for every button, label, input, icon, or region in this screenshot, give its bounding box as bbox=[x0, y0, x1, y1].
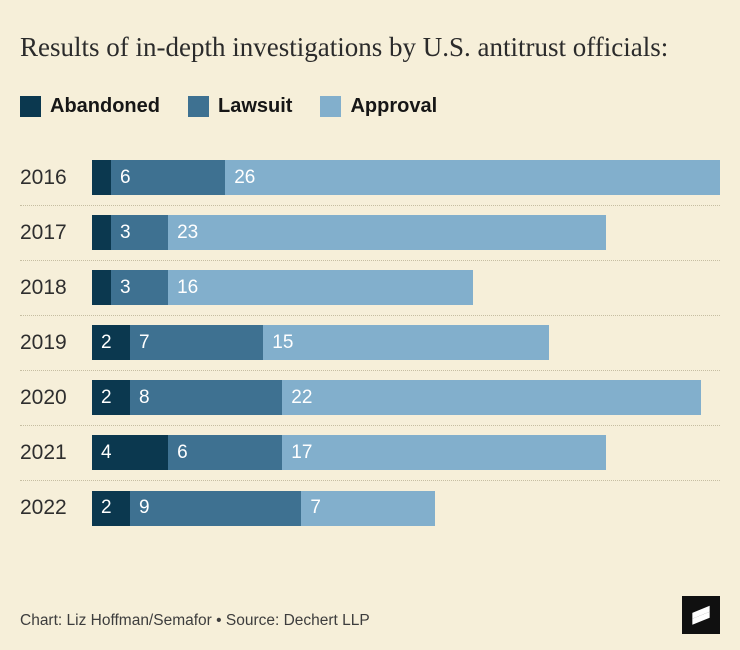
bar-value-label: 26 bbox=[234, 166, 256, 188]
bar-value-label: 3 bbox=[120, 221, 131, 243]
year-label: 2016 bbox=[20, 165, 67, 189]
semafor-s-icon bbox=[692, 605, 710, 625]
bar-segment-abandoned bbox=[92, 215, 112, 251]
chart-row-2020: 2020 2 8 22 bbox=[20, 371, 720, 426]
bar-segment-lawsuit: 9 bbox=[130, 490, 302, 526]
year-label: 2017 bbox=[20, 220, 67, 244]
bar-track: 2 7 15 bbox=[92, 325, 720, 361]
bar-value-label: 15 bbox=[272, 331, 294, 353]
bar-value-label: 4 bbox=[101, 441, 112, 463]
year-label: 2019 bbox=[20, 330, 67, 354]
year-label: 2018 bbox=[20, 275, 67, 299]
chart-row-2021: 2021 4 6 17 bbox=[20, 426, 720, 481]
bar-segment-approval: 7 bbox=[301, 490, 435, 526]
bar-value-label: 6 bbox=[177, 441, 188, 463]
bar-track: 2 8 22 bbox=[92, 380, 720, 416]
semafor-logo bbox=[682, 596, 720, 634]
footer: Chart: Liz Hoffman/Semafor • Source: Dec… bbox=[20, 596, 720, 634]
bar-segment-lawsuit: 3 bbox=[111, 215, 169, 251]
bar-segment-approval: 26 bbox=[225, 160, 720, 196]
year-label: 2021 bbox=[20, 440, 67, 464]
bar-segment-lawsuit: 8 bbox=[130, 380, 283, 416]
legend-item-approval: Approval bbox=[320, 95, 437, 118]
bar-value-label: 9 bbox=[139, 497, 150, 519]
bar-segment-lawsuit: 6 bbox=[111, 160, 226, 196]
chart-row-2022: 2022 2 9 7 bbox=[20, 481, 720, 536]
bar-segment-approval: 22 bbox=[282, 380, 701, 416]
credit-text: Chart: Liz Hoffman/Semafor • Source: Dec… bbox=[20, 612, 370, 629]
chart-row-2017: 2017 3 23 bbox=[20, 206, 720, 261]
bar-segment-approval: 16 bbox=[168, 270, 473, 306]
bar-segment-approval: 23 bbox=[168, 215, 606, 251]
bar-value-label: 22 bbox=[291, 386, 313, 408]
bar-segment-approval: 15 bbox=[263, 325, 549, 361]
year-label: 2020 bbox=[20, 385, 67, 409]
bar-value-label: 2 bbox=[101, 331, 112, 353]
bar-segment-abandoned: 2 bbox=[92, 380, 131, 416]
bar-value-label: 17 bbox=[291, 441, 313, 463]
chart-card: Results of in-depth investigations by U.… bbox=[20, 32, 720, 536]
legend-item-abandoned: Abandoned bbox=[20, 95, 160, 118]
legend-label: Lawsuit bbox=[218, 94, 293, 117]
chart-row-2018: 2018 3 16 bbox=[20, 261, 720, 316]
bar-segment-abandoned bbox=[92, 160, 112, 196]
bar-segment-abandoned: 2 bbox=[92, 325, 131, 361]
bar-value-label: 8 bbox=[139, 386, 150, 408]
legend: Abandoned Lawsuit Approval bbox=[20, 95, 720, 118]
bar-value-label: 7 bbox=[310, 497, 321, 519]
legend-label: Abandoned bbox=[50, 94, 160, 117]
legend-label: Approval bbox=[350, 94, 438, 117]
year-label: 2022 bbox=[20, 496, 67, 520]
chart-row-2016: 2016 6 26 bbox=[20, 151, 720, 206]
bar-track: 6 26 bbox=[92, 160, 720, 196]
bar-track: 2 9 7 bbox=[92, 490, 720, 526]
bar-value-label: 23 bbox=[177, 221, 199, 243]
bar-segment-abandoned bbox=[92, 270, 112, 306]
bar-segment-lawsuit: 3 bbox=[111, 270, 169, 306]
chart-row-2019: 2019 2 7 15 bbox=[20, 316, 720, 371]
bar-value-label: 2 bbox=[101, 497, 112, 519]
bar-value-label: 6 bbox=[120, 166, 131, 188]
bar-segment-lawsuit: 6 bbox=[168, 435, 283, 471]
legend-swatch-abandoned bbox=[20, 95, 41, 117]
bar-track: 3 23 bbox=[92, 215, 720, 251]
bar-value-label: 3 bbox=[120, 276, 131, 298]
bar-value-label: 16 bbox=[177, 276, 199, 298]
chart-rows: 2016 6 26 2017 3 23 2018 3 16 2019 2 7 15 2020 2 8 22 202… bbox=[20, 151, 720, 536]
legend-swatch-lawsuit bbox=[188, 95, 209, 117]
bar-track: 4 6 17 bbox=[92, 435, 720, 471]
bar-track: 3 16 bbox=[92, 270, 720, 306]
chart-title: Results of in-depth investigations by U.… bbox=[20, 32, 669, 62]
bar-segment-abandoned: 4 bbox=[92, 435, 169, 471]
bar-value-label: 2 bbox=[101, 386, 112, 408]
bar-segment-approval: 17 bbox=[282, 435, 606, 471]
legend-item-lawsuit: Lawsuit bbox=[188, 95, 292, 118]
bar-segment-abandoned: 2 bbox=[92, 490, 131, 526]
bar-segment-lawsuit: 7 bbox=[130, 325, 264, 361]
legend-swatch-approval bbox=[320, 95, 342, 117]
bar-value-label: 7 bbox=[139, 331, 150, 353]
